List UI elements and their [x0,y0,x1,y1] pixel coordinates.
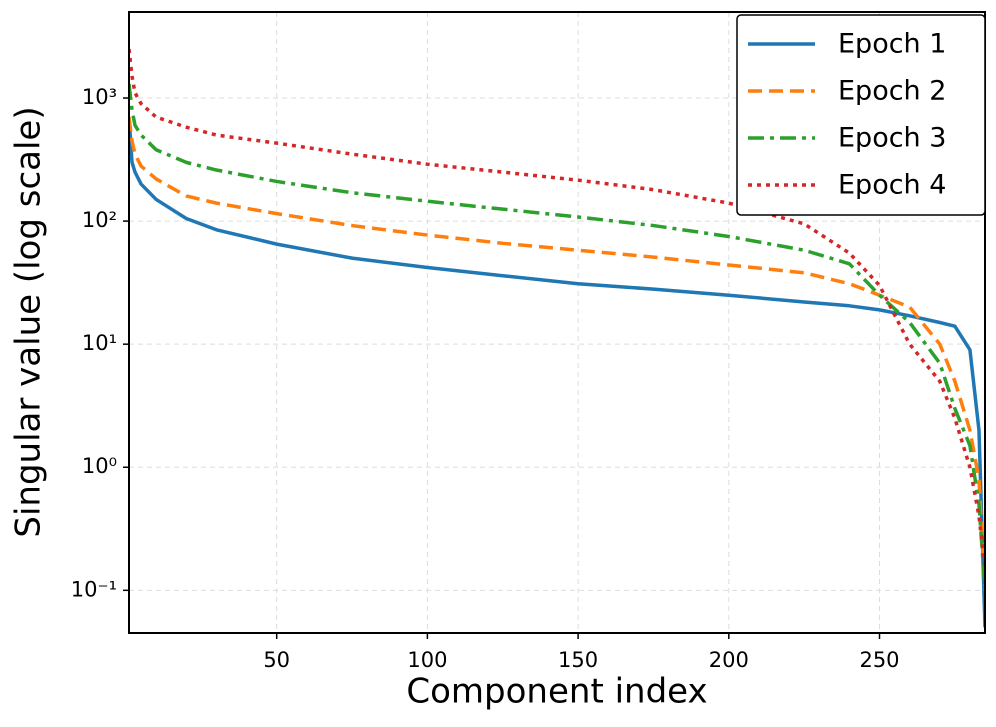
lines [129,48,985,628]
legend-frame [736,14,986,216]
y-tick-label: 10⁰ [82,454,117,478]
series-line [129,48,985,569]
legend-label: Epoch 2 [838,76,946,107]
plot-frame [128,11,986,634]
legend-label: Epoch 4 [838,170,946,201]
y-tick-label: 10³ [82,85,117,109]
x-tick-label: 250 [859,648,899,672]
x-axis-label: Component index [406,672,707,712]
legend-label: Epoch 3 [838,123,946,154]
y-tick-label: 10² [82,208,117,232]
y-tick-label: 10⁻¹ [71,577,117,601]
y-tick-label: 10¹ [82,331,117,355]
x-tick-label: 200 [709,648,749,672]
legend-label: Epoch 1 [838,29,946,60]
x-tick-label: 50 [263,648,290,672]
x-tick-label: 150 [558,648,598,672]
series-line [129,83,985,591]
series-line [129,116,985,628]
x-tick-label: 100 [407,648,447,672]
y-axis-label: Singular value (log scale) [9,106,49,537]
series-line [129,116,985,591]
legend: Epoch 1 Epoch 2 Epoch 3 Epoch 4 [736,14,986,216]
